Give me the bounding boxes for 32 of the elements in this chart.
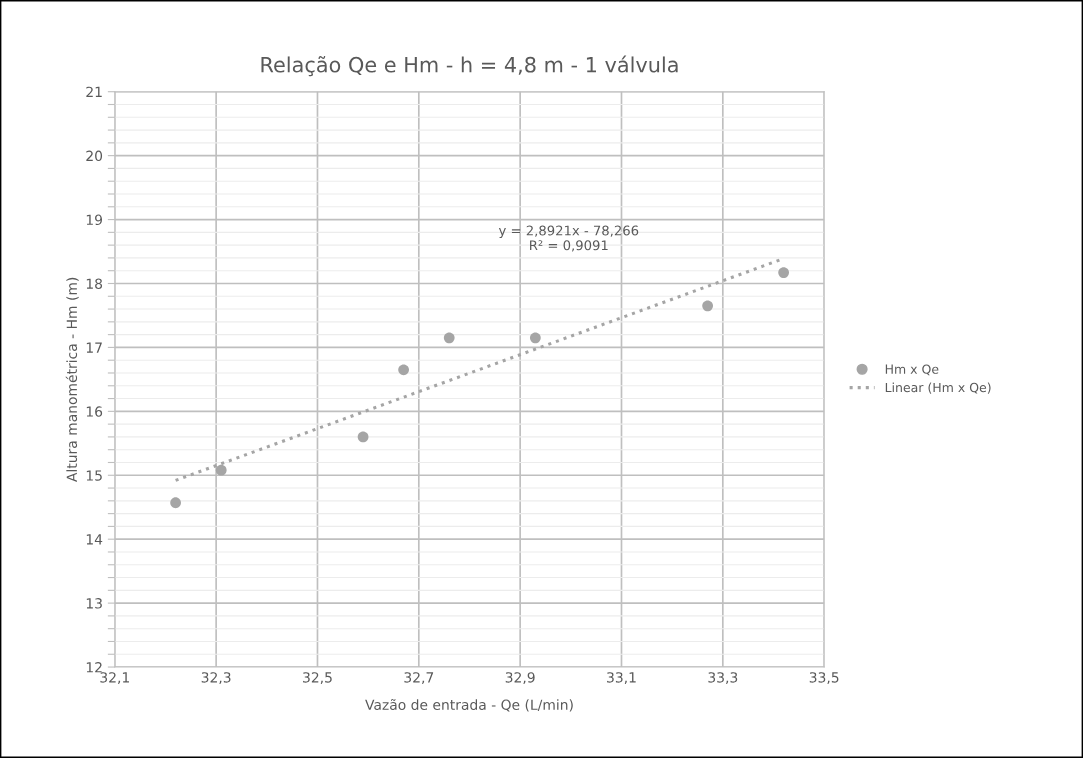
x-axis-title: Vazão de entrada - Qe (L/min) bbox=[365, 699, 573, 712]
point bbox=[443, 332, 455, 344]
y-tick-label: 17 bbox=[86, 342, 102, 353]
x-tick-label: 33,5 bbox=[809, 672, 839, 685]
x-tick-label: 32,9 bbox=[505, 672, 535, 685]
y-tick-label: 13 bbox=[86, 598, 102, 609]
y-axis-title: Altura manométrica - Hm (m) bbox=[65, 277, 79, 482]
legend-label: Linear (Hm x Qe) bbox=[885, 382, 991, 394]
point bbox=[398, 364, 409, 376]
chart-title: Relação Qe e Hm - h = 4,8 m - 1 válvula bbox=[261, 55, 678, 77]
x-tick-label: 32,1 bbox=[100, 672, 129, 685]
y-tick-label: 18 bbox=[86, 278, 103, 289]
x-tick-label: 33,3 bbox=[708, 672, 738, 685]
y-tick-label: 20 bbox=[86, 150, 103, 162]
y-tick-label: 15 bbox=[86, 470, 102, 481]
point bbox=[215, 464, 227, 476]
y-tick-label: 14 bbox=[86, 534, 103, 545]
point bbox=[170, 497, 181, 509]
legend-label: Hm x Qe bbox=[885, 364, 939, 376]
annotation: y = 2,8921x - 78,266 R² = 0,9091 bbox=[498, 225, 639, 252]
y-tick-label: 21 bbox=[86, 86, 102, 97]
x-tick-label: 32,7 bbox=[404, 672, 434, 685]
point bbox=[357, 431, 369, 443]
x-tick-label: 33,1 bbox=[607, 672, 636, 685]
y-tick-label: 19 bbox=[86, 214, 103, 226]
y-tick-label: 16 bbox=[86, 406, 103, 417]
point bbox=[778, 267, 790, 278]
y-tick-label: 12 bbox=[86, 662, 102, 673]
x-tick-label: 32,3 bbox=[201, 672, 231, 685]
x-tick-label: 32,5 bbox=[303, 672, 332, 685]
point bbox=[702, 300, 713, 312]
point bbox=[529, 332, 541, 344]
